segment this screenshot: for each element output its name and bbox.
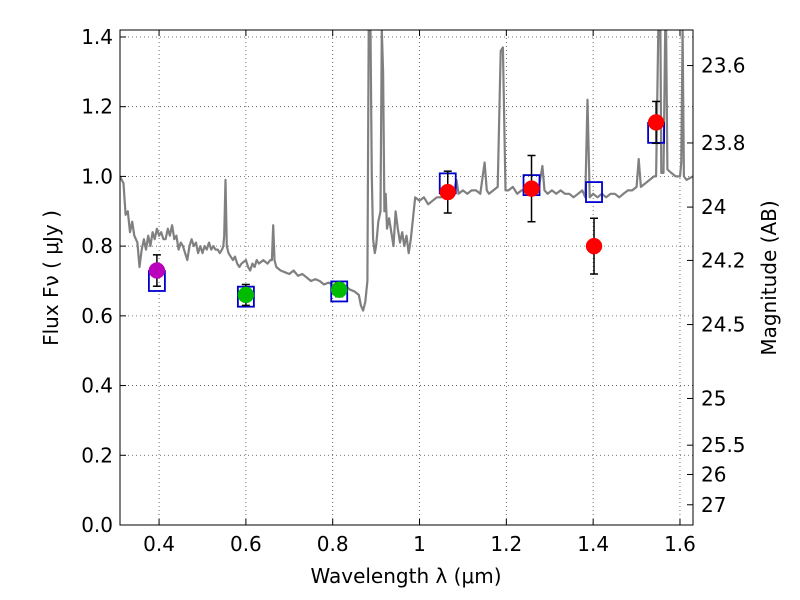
x-tick-label: 1.2: [490, 532, 522, 556]
plot-frame: [119, 29, 694, 526]
x-axis-title: Wavelength λ (μm): [310, 564, 501, 588]
observed-point: [148, 262, 166, 279]
y-tick-label: 0.0: [81, 513, 113, 537]
x-tick-labels: 0.4 0.6 0.8 1 1.2 1.4 1.6: [143, 532, 696, 556]
photometry-markers: [147, 100, 666, 308]
model-photometry-square: [585, 181, 603, 203]
observed-point: [330, 281, 348, 298]
mag-tick-label: 27: [701, 493, 726, 517]
observed-point: [237, 286, 255, 304]
mag-tick-label: 24.5: [701, 313, 746, 337]
y-tick-label: 0.4: [81, 374, 113, 398]
y-axis-title: Flux Fν ( μJy ): [39, 210, 63, 346]
observed-point: [647, 114, 665, 131]
mag-tick-label: 25: [701, 386, 726, 410]
y-tick-label: 0.6: [81, 304, 113, 328]
grid-lines: [120, 30, 693, 526]
x-tick-label: 0.6: [230, 532, 262, 556]
y-tick-label: 1.2: [81, 95, 113, 119]
x-tick-label: 0.4: [143, 532, 175, 556]
mag-tick-label: 23.8: [701, 131, 746, 155]
x-tick-label: 1.6: [664, 532, 696, 556]
y-tick-label: 0.2: [81, 443, 113, 467]
mag-tick-label: 26: [701, 462, 726, 486]
x-tick-label: 0.8: [317, 532, 349, 556]
y-tick-labels: 0.0 0.2 0.4 0.6 0.8 1.0 1.2 1.4: [81, 25, 113, 537]
mag-tick-label: 25.5: [701, 433, 746, 457]
model-spectrum: [120, 30, 693, 312]
magnitude-tick-labels: 23.6 23.8 24 24.2 24.5 25 25.5 26 27: [701, 54, 746, 517]
mag-tick-label: 24.2: [701, 248, 746, 272]
x-tick-label: 1: [413, 532, 426, 556]
observed-point: [439, 183, 456, 201]
y-tick-label: 1.0: [81, 164, 113, 188]
observed-point: [523, 180, 540, 197]
observed-point: [585, 237, 603, 255]
axis-ticks: [120, 30, 693, 526]
mag-tick-label: 24: [701, 195, 726, 219]
spectrum-line: [120, 30, 693, 312]
mag-tick-label: 23.6: [701, 54, 746, 78]
y-tick-label: 1.4: [81, 25, 113, 49]
y2-axis-title: Magnitude (AB): [757, 200, 781, 355]
x-tick-label: 1.4: [577, 532, 609, 556]
y-tick-label: 0.8: [81, 234, 113, 258]
